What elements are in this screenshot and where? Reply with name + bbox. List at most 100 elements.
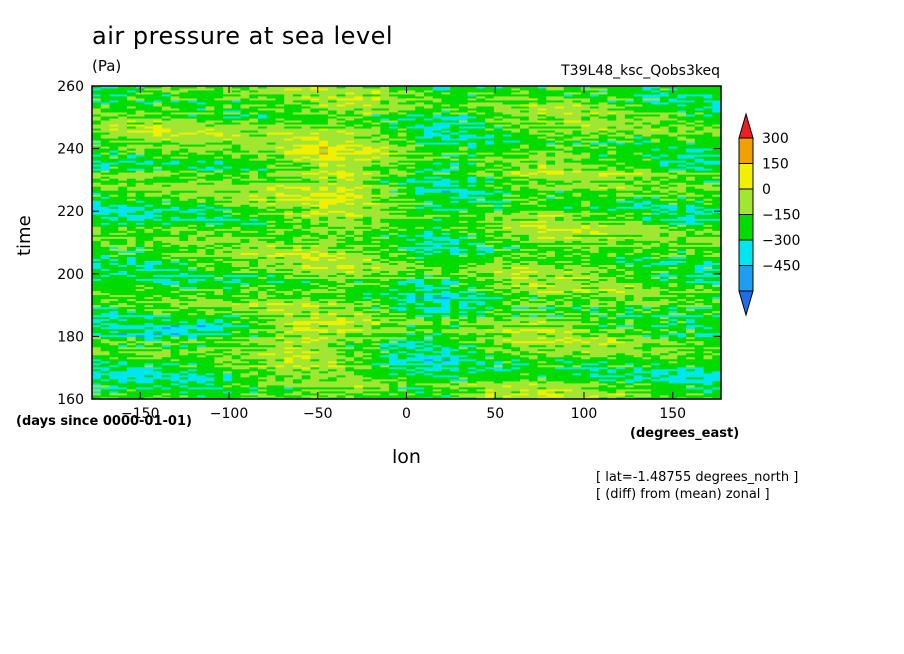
heatmap-cell <box>703 380 713 384</box>
heatmap-cell <box>284 338 294 342</box>
heatmap-cell <box>441 382 451 386</box>
heatmap-cell <box>170 296 180 300</box>
heatmap-cell <box>423 390 434 394</box>
heatmap-cell <box>310 378 320 382</box>
heatmap-cell <box>249 318 259 322</box>
heatmap-cell <box>223 290 233 294</box>
heatmap-cell <box>188 326 198 330</box>
heatmap-cell <box>327 332 338 336</box>
heatmap-cell <box>677 322 687 326</box>
heatmap-cell <box>170 350 180 354</box>
heatmap-cell <box>607 278 617 282</box>
heatmap-cell <box>196 326 206 330</box>
heatmap-cell <box>371 374 381 378</box>
heatmap-cell <box>659 388 669 392</box>
heatmap-cell <box>240 372 250 376</box>
heatmap-cell <box>432 298 442 302</box>
heatmap-cell <box>179 308 189 312</box>
heatmap-cell <box>170 290 180 294</box>
heatmap-cell <box>354 378 364 382</box>
heatmap-cell <box>633 272 643 276</box>
heatmap-cell <box>170 388 180 392</box>
heatmap-cell <box>92 348 102 352</box>
heatmap-cell <box>633 334 643 338</box>
heatmap-cell <box>642 268 652 271</box>
heatmap-cell <box>109 346 119 350</box>
heatmap-cell <box>292 266 303 269</box>
heatmap-cell <box>686 354 696 358</box>
heatmap-cell <box>589 358 600 362</box>
heatmap-cell <box>354 376 364 380</box>
heatmap-cell <box>493 298 503 302</box>
heatmap-cell <box>511 340 521 344</box>
heatmap-cell <box>257 366 268 370</box>
heatmap-cell <box>520 364 530 368</box>
heatmap-cell <box>100 370 110 374</box>
heatmap-cell <box>153 376 163 380</box>
heatmap-cell <box>537 368 547 372</box>
heatmap-cell <box>327 268 338 271</box>
heatmap-cell <box>450 300 460 304</box>
heatmap-cell <box>205 352 215 356</box>
heatmap-cell <box>389 376 399 380</box>
heatmap-cell <box>502 362 512 366</box>
heatmap-cell <box>118 310 128 314</box>
heatmap-cell <box>589 338 600 342</box>
heatmap-cell <box>423 292 434 296</box>
heatmap-cell <box>92 330 102 334</box>
heatmap-cell <box>92 326 102 330</box>
heatmap-cell <box>362 354 372 358</box>
heatmap-cell <box>153 258 163 261</box>
heatmap-cell <box>240 332 250 336</box>
heatmap-cell <box>118 346 128 350</box>
heatmap-cell <box>572 354 582 358</box>
heatmap-cell <box>694 322 704 326</box>
heatmap-cell <box>642 298 652 302</box>
heatmap-cell <box>319 370 329 374</box>
heatmap-cell <box>118 280 128 284</box>
heatmap-cell <box>380 288 390 292</box>
heatmap-cell <box>528 290 538 294</box>
heatmap-cell <box>118 292 128 296</box>
heatmap-cell <box>642 376 652 380</box>
heatmap-cell <box>179 286 189 290</box>
heatmap-cell <box>659 308 669 312</box>
heatmap-cell <box>275 288 285 292</box>
heatmap-cell <box>275 272 285 276</box>
heatmap-cell <box>92 276 102 280</box>
heatmap-cell <box>170 360 180 364</box>
heatmap-cell <box>284 334 294 338</box>
heatmap-cell <box>161 384 172 388</box>
heatmap-cell <box>502 392 512 396</box>
heatmap-cell <box>572 342 582 346</box>
heatmap-cell <box>362 262 372 265</box>
heatmap-cell <box>196 266 206 269</box>
heatmap-cell <box>100 320 110 324</box>
heatmap-cell <box>703 354 713 358</box>
heatmap-cell <box>563 306 573 310</box>
heatmap-cell <box>415 314 425 318</box>
heatmap-cell <box>607 364 617 368</box>
heatmap-cell <box>712 396 722 400</box>
heatmap-cell <box>301 328 311 332</box>
heatmap-cell <box>616 300 626 304</box>
heatmap-cell <box>170 266 180 269</box>
heatmap-cell <box>389 338 399 342</box>
heatmap-cell <box>476 352 486 356</box>
heatmap-cell <box>109 318 119 322</box>
heatmap-cell <box>511 318 521 322</box>
heatmap-cell <box>196 306 206 310</box>
heatmap-cell <box>345 396 355 400</box>
heatmap-cell <box>319 320 329 324</box>
heatmap-cell <box>126 280 137 284</box>
heatmap-cell <box>546 348 556 352</box>
heatmap-cell <box>389 380 399 384</box>
heatmap-cell <box>336 376 346 380</box>
heatmap-cell <box>467 368 477 372</box>
heatmap-cell <box>616 308 626 312</box>
heatmap-cell <box>362 278 372 282</box>
heatmap-cell <box>651 382 661 386</box>
heatmap-cell <box>179 264 189 267</box>
heatmap-cell <box>319 366 329 370</box>
heatmap-cell <box>502 300 512 304</box>
